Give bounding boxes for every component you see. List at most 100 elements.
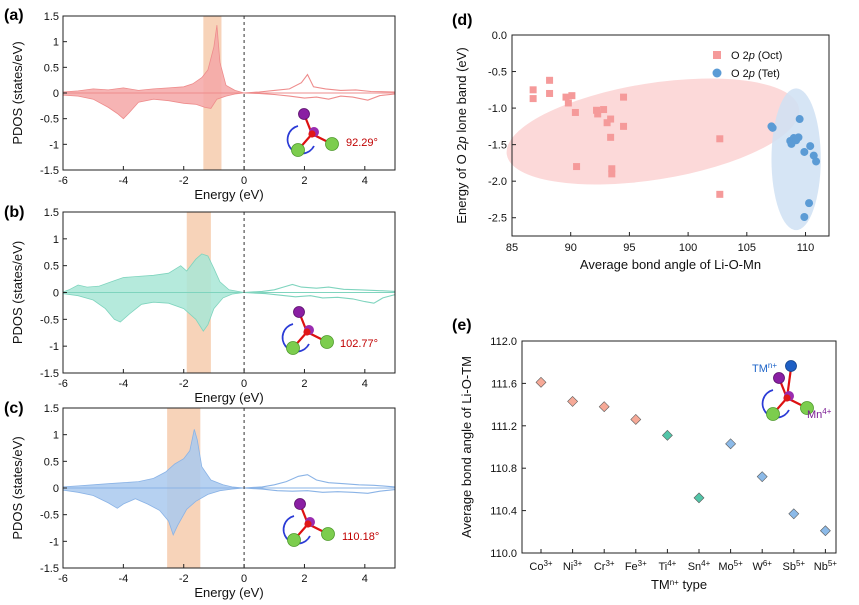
y-tick-label: 111.6 bbox=[491, 378, 517, 390]
data-point bbox=[598, 401, 610, 413]
legend-marker bbox=[713, 51, 721, 59]
y-tick-label: -0.5 bbox=[40, 114, 59, 126]
x-axis-label: Energy (eV) bbox=[194, 390, 263, 405]
data-point bbox=[693, 492, 705, 504]
panel-label: (c) bbox=[4, 400, 24, 417]
mn-label: Mn4+ bbox=[807, 407, 832, 422]
pdos-unoccupied-down bbox=[244, 92, 396, 101]
x-tick-label: 0 bbox=[241, 175, 247, 187]
tm-label: TMn+ bbox=[752, 361, 777, 376]
y-tick-label: 1.5 bbox=[44, 11, 59, 23]
data-point-oct bbox=[716, 190, 724, 198]
y-tick-label: -1 bbox=[49, 536, 59, 548]
pdos-unoccupied-down bbox=[244, 291, 396, 304]
y-axis-label: PDOS (states/eV) bbox=[10, 241, 25, 344]
x-tick-label: Sn4+ bbox=[688, 559, 711, 574]
mn-atom bbox=[298, 108, 310, 120]
x-tick-label: Ti4+ bbox=[658, 559, 676, 574]
data-point bbox=[756, 471, 768, 483]
data-point bbox=[819, 525, 831, 537]
y-tick-label: 1.5 bbox=[44, 403, 59, 415]
li-atom bbox=[766, 407, 780, 421]
data-point-oct bbox=[594, 110, 602, 118]
panel-label: (a) bbox=[4, 7, 24, 24]
li-atom bbox=[287, 533, 301, 547]
pdos-occupied-up bbox=[62, 25, 245, 94]
y-tick-label: -1.0 bbox=[488, 103, 507, 115]
x-tick-label: -4 bbox=[118, 175, 128, 187]
x-tick-label: -2 bbox=[179, 175, 189, 187]
angle-arc bbox=[761, 389, 790, 419]
cluster-ellipse bbox=[506, 78, 800, 185]
y-axis-label: PDOS (states/eV) bbox=[10, 436, 25, 539]
pdos-occupied-down bbox=[62, 292, 245, 332]
data-point bbox=[567, 395, 579, 407]
data-point-tet bbox=[795, 115, 804, 124]
x-tick-label: -6 bbox=[58, 175, 68, 187]
o-atom bbox=[308, 130, 316, 138]
x-axis-label: TMn+ type bbox=[651, 577, 707, 592]
data-point-tet bbox=[812, 157, 821, 166]
x-tick-label: Ni3+ bbox=[563, 559, 583, 574]
cluster-ellipse bbox=[771, 88, 821, 231]
x-tick-label: 0 bbox=[241, 573, 247, 585]
mn-atom bbox=[773, 372, 785, 384]
data-point-oct bbox=[620, 93, 628, 101]
y-tick-label: 0 bbox=[53, 288, 59, 300]
angle-arc bbox=[281, 323, 310, 353]
y-tick-label: -1.5 bbox=[488, 140, 507, 152]
scatter-panel-e: 110.0 110.4 110.8 111.2 111.6 112.0 Co3+ Ni3+ Cr… bbox=[452, 317, 837, 592]
y-tick-label: 110.8 bbox=[490, 463, 517, 475]
y-tick-label: 110.4 bbox=[490, 506, 517, 518]
data-point bbox=[788, 508, 800, 520]
tm-atom bbox=[785, 360, 797, 372]
y-tick-label: -0.5 bbox=[40, 314, 59, 326]
li-atom bbox=[325, 137, 339, 151]
y-tick-label: -1 bbox=[49, 139, 59, 151]
legend-label: O 2p (Oct) bbox=[731, 50, 782, 62]
data-point-oct bbox=[600, 106, 608, 114]
pdos-occupied-down bbox=[62, 92, 245, 120]
pdos-unoccupied-up bbox=[244, 283, 396, 294]
li-atom bbox=[321, 527, 335, 541]
plot-frame bbox=[521, 340, 837, 554]
data-point-oct bbox=[607, 133, 615, 141]
y-tick-label: 1 bbox=[53, 234, 59, 246]
data-point-tet bbox=[805, 199, 814, 208]
scatter-panel-d: 0.0 -0.5 -1.0 -1.5 -2.0 -2.5 85 90 95 100 105 110 Av… bbox=[452, 12, 830, 272]
x-tick-label: Cr3+ bbox=[594, 559, 615, 574]
y-tick-label: 112.0 bbox=[490, 336, 517, 348]
data-point bbox=[661, 429, 673, 441]
x-tick-label: 95 bbox=[623, 242, 635, 254]
y-tick-label: -1.5 bbox=[40, 165, 59, 177]
x-tick-label: 4 bbox=[362, 378, 368, 390]
pdos-unoccupied-down bbox=[244, 487, 396, 494]
y-tick-label: 0.5 bbox=[44, 456, 59, 468]
data-point-oct bbox=[571, 108, 579, 116]
data-point-oct bbox=[573, 163, 581, 171]
li-atom bbox=[291, 143, 305, 157]
data-point-oct bbox=[568, 92, 576, 100]
x-axis-label: Energy (eV) bbox=[194, 187, 263, 202]
data-point-oct bbox=[546, 89, 554, 97]
data-point bbox=[725, 438, 737, 450]
y-axis-label: Energy of O 2p lone band (eV) bbox=[454, 47, 469, 223]
x-tick-label: 2 bbox=[301, 175, 307, 187]
angle-arc bbox=[282, 515, 311, 545]
data-point-oct bbox=[603, 119, 611, 127]
data-point-oct bbox=[620, 122, 628, 130]
data-point bbox=[535, 376, 547, 388]
x-tick-label: 110 bbox=[797, 242, 815, 254]
data-point-oct bbox=[529, 86, 537, 94]
x-tick-label: Fe3+ bbox=[625, 559, 647, 574]
y-tick-label: 110.0 bbox=[490, 548, 517, 560]
data-point-oct bbox=[608, 165, 616, 173]
legend-label: O 2p (Tet) bbox=[731, 68, 780, 80]
data-point-oct bbox=[608, 170, 616, 178]
x-tick-label: -6 bbox=[58, 378, 68, 390]
x-tick-label: 0 bbox=[241, 378, 247, 390]
plot-frame bbox=[511, 34, 830, 237]
li-atom bbox=[286, 341, 300, 355]
data-point-tet bbox=[800, 212, 809, 221]
y-tick-label: 0.5 bbox=[44, 261, 59, 273]
